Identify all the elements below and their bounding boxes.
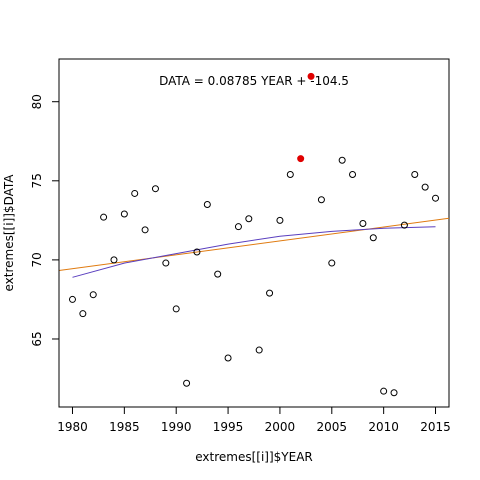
data-point (100, 213, 108, 221)
fit-lines (58, 217, 450, 278)
y-tick-label: 80 (30, 94, 44, 109)
data-point (359, 220, 367, 228)
data-point (317, 196, 325, 204)
x-tick-label: 1990 (161, 420, 192, 434)
x-tick-label: 1995 (213, 420, 244, 434)
data-point (151, 185, 159, 193)
y-tick-label: 75 (30, 173, 44, 188)
data-point (68, 295, 76, 303)
data-point (349, 170, 357, 178)
data-point (338, 156, 346, 164)
data-point (390, 389, 398, 397)
data-point (245, 215, 253, 223)
data-point (432, 194, 440, 202)
y-axis: 65 70 75 80 (30, 94, 60, 347)
plot-frame (58, 58, 450, 408)
data-point (162, 259, 170, 267)
data-point (369, 234, 377, 242)
data-point (400, 221, 408, 229)
y-axis-title: extremes[[i]]$DATA (2, 174, 16, 292)
y-tick-label: 65 (30, 331, 44, 346)
data-point (328, 259, 336, 267)
x-axis-title: extremes[[i]]$YEAR (195, 450, 313, 464)
regression-annotation: DATA = 0.08785 YEAR + -104.5 (159, 74, 349, 88)
data-point (286, 170, 294, 178)
x-tick-label: 2010 (368, 420, 399, 434)
x-tick-label: 2015 (420, 420, 451, 434)
data-point (110, 256, 118, 264)
data-point (89, 291, 97, 299)
linear-fit-line (58, 217, 450, 271)
data-point (276, 216, 284, 224)
data-point (214, 270, 222, 278)
data-point (193, 248, 201, 256)
data-points (68, 72, 440, 397)
data-point (183, 379, 191, 387)
data-point (411, 170, 419, 178)
x-axis: 1980 1985 1990 1995 2000 2005 2010 2015 (57, 406, 451, 434)
data-point (266, 289, 274, 297)
data-point (203, 201, 211, 209)
data-point (141, 226, 149, 234)
data-point (131, 189, 139, 197)
highlighted-point (307, 72, 315, 80)
x-tick-label: 2000 (265, 420, 296, 434)
highlighted-point (297, 155, 305, 163)
data-point (224, 354, 232, 362)
data-point (234, 223, 242, 231)
x-tick-label: 1985 (109, 420, 140, 434)
data-point (421, 183, 429, 191)
data-point (79, 310, 87, 318)
x-tick-label: 2005 (317, 420, 348, 434)
x-tick-label: 1980 (57, 420, 88, 434)
y-tick-label: 70 (30, 252, 44, 267)
data-point (120, 210, 128, 218)
smooth-line (72, 226, 436, 278)
data-point (255, 346, 263, 354)
data-point (172, 305, 180, 313)
data-point (380, 387, 388, 395)
